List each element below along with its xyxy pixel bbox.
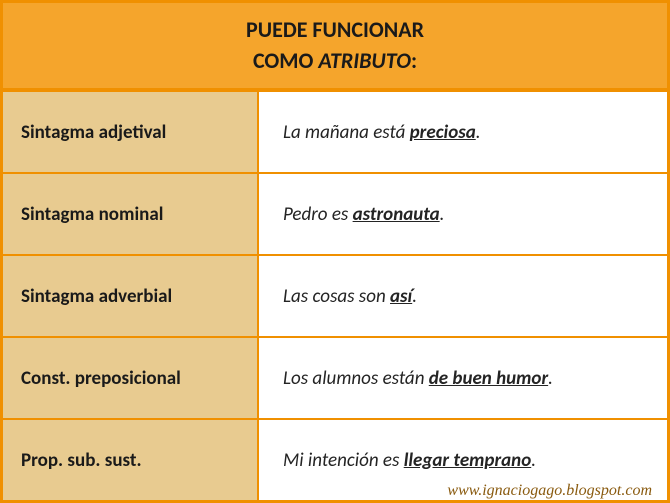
grammar-table: PUEDE FUNCIONAR COMO ATRIBUTO: Sintagma … xyxy=(0,0,670,503)
header-line-2-emph: ATRIBUTO xyxy=(318,47,411,74)
example-pre: Pedro es xyxy=(283,203,353,226)
example-key: astronauta xyxy=(353,203,440,226)
header-line-2-suffix: : xyxy=(411,47,417,74)
table-row: Sintagma adverbial Las cosas son así. xyxy=(3,254,667,336)
row-example: Mi intención es llegar temprano. xyxy=(259,418,667,500)
row-label: Sintagma nominal xyxy=(3,172,259,254)
row-label: Sintagma adjetival xyxy=(3,90,259,172)
example-post: . xyxy=(476,121,481,144)
example-key: llegar temprano xyxy=(404,449,532,472)
example-post: . xyxy=(531,449,536,472)
row-label: Prop. sub. sust. xyxy=(3,418,259,500)
header-line-2-prefix: COMO xyxy=(253,47,318,74)
header-line-2: COMO ATRIBUTO: xyxy=(3,47,667,74)
header-line-1: PUEDE FUNCIONAR xyxy=(3,16,667,43)
example-post: . xyxy=(548,367,553,390)
example-pre: Mi intención es xyxy=(283,449,404,472)
example-post: . xyxy=(440,203,445,226)
row-label: Sintagma adverbial xyxy=(3,254,259,336)
row-example: La mañana está preciosa. xyxy=(259,90,667,172)
example-key: de buen humor xyxy=(429,367,548,390)
table-row: Sintagma adjetival La mañana está precio… xyxy=(3,90,667,172)
row-label: Const. preposicional xyxy=(3,336,259,418)
example-post: . xyxy=(412,285,417,308)
header-cell: PUEDE FUNCIONAR COMO ATRIBUTO: xyxy=(3,3,667,90)
table-row: Const. preposicional Los alumnos están d… xyxy=(3,336,667,418)
example-key: así xyxy=(390,285,412,308)
row-example: Los alumnos están de buen humor. xyxy=(259,336,667,418)
example-pre: Las cosas son xyxy=(283,285,390,308)
row-example: Pedro es astronauta. xyxy=(259,172,667,254)
header-row: PUEDE FUNCIONAR COMO ATRIBUTO: xyxy=(3,3,667,90)
row-example: Las cosas son así. xyxy=(259,254,667,336)
example-pre: Los alumnos están xyxy=(283,367,429,390)
table-row: Sintagma nominal Pedro es astronauta. xyxy=(3,172,667,254)
example-pre: La mañana está xyxy=(283,121,410,144)
example-key: preciosa xyxy=(410,121,476,144)
slide: PUEDE FUNCIONAR COMO ATRIBUTO: Sintagma … xyxy=(0,0,670,503)
table-row: Prop. sub. sust. Mi intención es llegar … xyxy=(3,418,667,500)
